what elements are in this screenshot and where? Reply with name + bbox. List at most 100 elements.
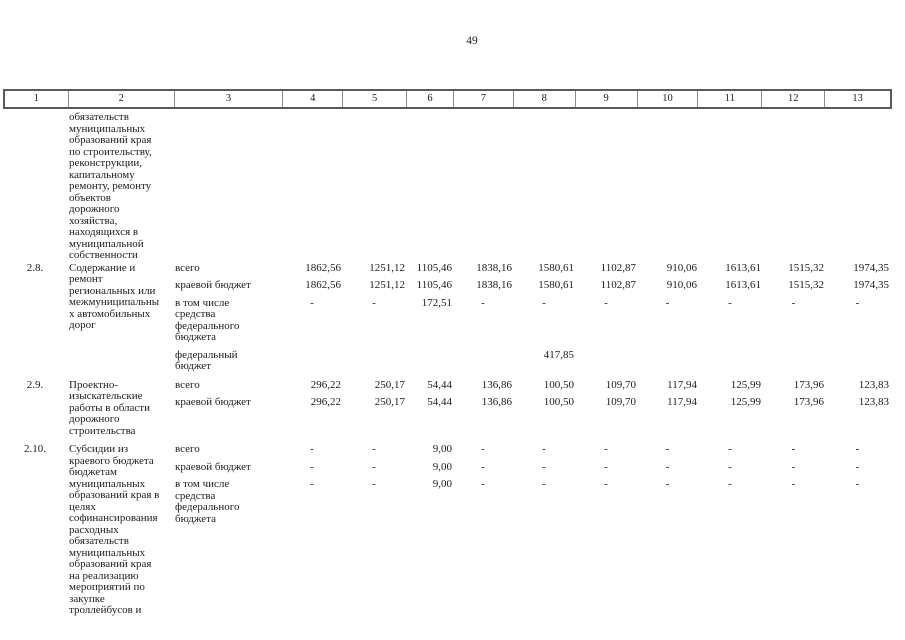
- budget-type-cell: федеральный бюджет: [175, 348, 238, 372]
- value-cell-col-11: -: [728, 460, 732, 473]
- value-cell-col-5: 1251,12: [369, 261, 405, 274]
- subrow-1: всего 1862,56 1251,12 1105,46 1838,16 1580,61…: [173, 261, 890, 275]
- value-cell-col-9: 1102,87: [600, 261, 636, 274]
- row-subrows: всего 1862,56 1251,12 1105,46 1838,16 1580,61…: [173, 261, 890, 373]
- budget-type-cell: всего: [175, 443, 200, 455]
- header-col-10: 10: [638, 91, 699, 107]
- header-col-6: 6: [407, 91, 454, 107]
- header-col-4: 4: [283, 91, 344, 107]
- value-cell-col-8: -: [542, 443, 546, 455]
- value-cell-col-11: 125,99: [730, 378, 761, 391]
- value-cell-col-9: -: [604, 443, 608, 455]
- budget-table: 1 2 3 4 5 6 7 8 9 10 11 12 13 обязательств муниципал…: [3, 89, 892, 624]
- table-row-continuation: обязательств муниципальных образований к…: [3, 111, 892, 262]
- value-cell-col-9: -: [604, 296, 608, 309]
- header-col-13: 13: [852, 93, 863, 104]
- value-cell-col-10: -: [665, 460, 670, 473]
- budget-type-cell: всего: [175, 378, 200, 391]
- row-number-cell: 2.8.: [26, 261, 44, 274]
- value-cell-col-13: -: [855, 296, 860, 309]
- header-col-5: 5: [343, 91, 408, 107]
- row-number-cell: 2.9.: [26, 378, 44, 391]
- value-cell-col-7: 136,86: [481, 396, 512, 408]
- value-cell-col-6: 172,51: [421, 296, 452, 309]
- subrow-1: всего 296,22 250,17 54,44 136,86 100,50 109,70…: [173, 378, 890, 392]
- value-cell-col-6: 9,00: [432, 443, 452, 455]
- value-cell-col-12: 173,96: [793, 378, 824, 391]
- budget-type-cell: краевой бюджет: [175, 279, 251, 291]
- subrow-2: краевой бюджет 1862,56 1251,12 1105,46 1838,…: [173, 279, 890, 292]
- value-cell-col-6: 9,00: [432, 478, 452, 490]
- value-cell-col-11: -: [728, 443, 732, 455]
- continuation-text: обязательств муниципальных образований к…: [69, 111, 152, 261]
- value-cell-col-6: 54,44: [427, 396, 452, 408]
- value-cell-col-8: 100,50: [543, 396, 574, 408]
- value-cell-col-10: 910,06: [666, 279, 697, 291]
- table-header-row: 1 2 3 4 5 6 7 8 9 10 11 12 13: [3, 89, 892, 109]
- header-col-3: 3: [175, 91, 284, 107]
- subrow-3: в том числе средства федерального бюджет…: [173, 296, 890, 344]
- value-cell-col-13: 1974,35: [853, 261, 889, 274]
- value-cell-col-10: 117,94: [667, 396, 697, 408]
- value-cell-col-13: 123,83: [858, 396, 889, 408]
- header-col-2: 2: [69, 91, 175, 107]
- value-cell-col-11: -: [728, 296, 732, 309]
- value-cell-col-4: 296,22: [310, 396, 341, 408]
- value-cell-col-4: -: [310, 478, 314, 490]
- value-cell-col-12: 173,96: [793, 396, 824, 408]
- value-cell-col-10: -: [665, 296, 670, 309]
- value-cell-col-13: -: [855, 443, 860, 455]
- subrow-2: краевой бюджет - - 9,00 - - - - - - -: [173, 460, 890, 474]
- value-cell-col-5: 250,17: [374, 396, 405, 408]
- value-cell-col-11: 125,99: [730, 396, 761, 408]
- value-cell-col-7: 1838,16: [476, 261, 512, 274]
- value-cell-col-12: -: [791, 460, 796, 473]
- value-cell-col-5: -: [372, 296, 376, 309]
- value-cell-col-7: -: [481, 443, 485, 455]
- value-cell-col-8: -: [542, 478, 546, 490]
- value-cell-col-7: 1838,16: [476, 279, 512, 291]
- value-cell-col-6: 1105,46: [416, 261, 452, 274]
- value-cell-col-4: -: [310, 296, 314, 309]
- value-cell-col-8: 1580,61: [538, 279, 574, 291]
- page-number: 49: [466, 35, 478, 47]
- value-cell-col-7: 136,86: [481, 378, 512, 391]
- table-row-2.8: 2.8. Содержание и ремонт региональных или…: [3, 261, 892, 373]
- subrow-1: всего - - 9,00 - - - - - - -: [173, 443, 890, 456]
- budget-type-cell: краевой бюджет: [175, 396, 251, 408]
- value-cell-col-8: -: [542, 460, 546, 473]
- value-cell-col-11: -: [728, 478, 732, 490]
- value-cell-col-9: 1102,87: [600, 279, 636, 291]
- value-cell-col-13: -: [855, 460, 860, 473]
- value-cell-col-13: 123,83: [858, 378, 889, 391]
- budget-type-cell: в том числе средства федерального бюджет…: [175, 296, 240, 343]
- value-cell-col-4: -: [310, 443, 314, 455]
- table-body: обязательств муниципальных образований к…: [3, 111, 892, 617]
- value-cell-col-7: -: [481, 478, 485, 490]
- header-col-9: 9: [576, 91, 638, 107]
- value-cell-col-12: 1515,32: [788, 279, 824, 291]
- value-cell-col-5: 1251,12: [369, 279, 405, 291]
- value-cell-col-5: -: [372, 478, 376, 490]
- row-name-cell: Проектно- изыскательские работы в област…: [69, 378, 150, 437]
- value-cell-col-12: -: [791, 478, 796, 490]
- value-cell-col-13: -: [855, 478, 860, 490]
- value-cell-col-5: 250,17: [374, 378, 405, 391]
- subrow-4: федеральный бюджет 417,85: [173, 348, 890, 373]
- value-cell-col-4: 1862,56: [305, 279, 341, 291]
- row-name-cell: Субсидии из краевого бюджета бюджетам му…: [69, 443, 160, 616]
- value-cell-col-6: 54,44: [427, 378, 452, 391]
- value-cell-col-9: -: [604, 460, 608, 473]
- value-cell-col-11: 1613,61: [725, 279, 761, 291]
- value-cell-col-12: 1515,32: [788, 261, 824, 274]
- value-cell-col-5: -: [372, 460, 376, 473]
- subrow-2: краевой бюджет 296,22 250,17 54,44 136,86 100…: [173, 396, 890, 409]
- value-cell-col-10: -: [665, 478, 670, 490]
- row-number-cell: 2.10.: [24, 443, 46, 455]
- value-cell-col-9: -: [604, 478, 608, 490]
- subrow-3: в том числе средства федерального бюджет…: [173, 478, 890, 525]
- header-col-8: 8: [514, 91, 576, 107]
- budget-type-cell: краевой бюджет: [175, 460, 251, 473]
- value-cell-col-4: 296,22: [310, 378, 341, 391]
- value-cell-col-8: 417,85: [543, 348, 574, 361]
